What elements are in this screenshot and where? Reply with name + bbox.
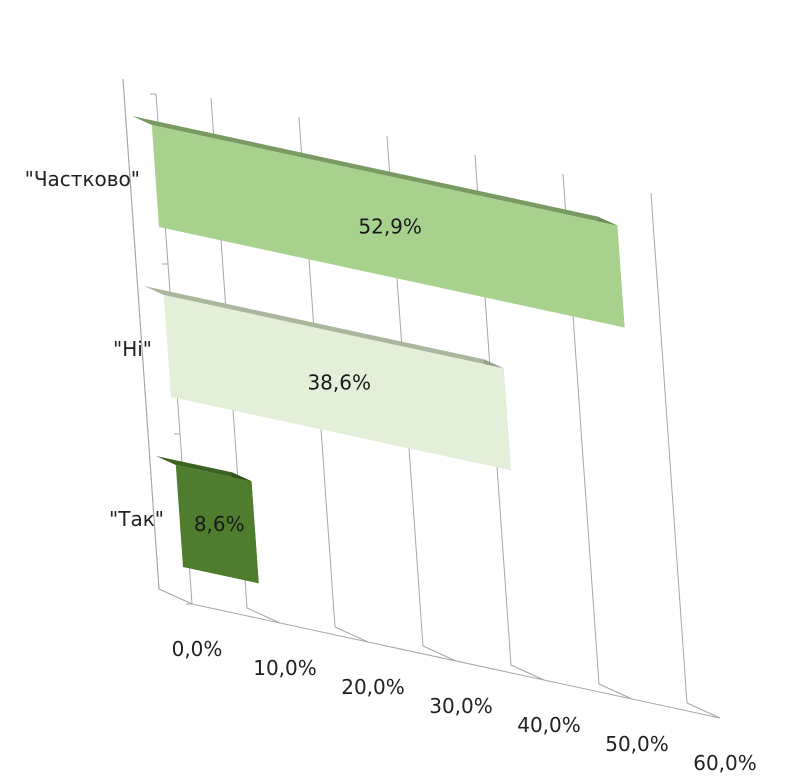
bar — [163, 295, 511, 471]
bar — [151, 125, 625, 328]
bar — [175, 465, 259, 584]
x-tick-label: 50,0% — [605, 732, 669, 756]
gridline — [386, 135, 457, 662]
data-label: 52,9% — [358, 214, 422, 238]
bar-top — [132, 116, 618, 226]
x-tick-label: 60,0% — [693, 751, 757, 775]
data-label: 38,6% — [307, 371, 371, 395]
value-axis-front — [191, 603, 721, 719]
x-tick-label: 20,0% — [341, 675, 405, 699]
data-label: 8,6% — [194, 512, 245, 536]
x-tick-label: 40,0% — [517, 713, 581, 737]
value-axis-back — [122, 78, 160, 590]
bar-top — [144, 286, 504, 369]
category-label: "Частково" — [25, 167, 140, 191]
x-tick-label: 10,0% — [253, 656, 317, 680]
gridline — [210, 97, 281, 624]
x-tick-label: 30,0% — [429, 694, 493, 718]
category-label: "Так" — [109, 507, 164, 531]
bar-top — [156, 456, 252, 482]
category-label: "Ні" — [113, 337, 152, 361]
labels: 0,0% 10,0% 20,0% 30,0% 40,0% 50,0% 60,0% 52,9% "… — [25, 167, 757, 775]
gridline — [474, 154, 545, 681]
gridline — [298, 116, 369, 643]
bars — [132, 116, 625, 584]
gridline — [650, 192, 721, 719]
x-tick-label: 0,0% — [172, 637, 223, 661]
gridline — [562, 173, 633, 700]
